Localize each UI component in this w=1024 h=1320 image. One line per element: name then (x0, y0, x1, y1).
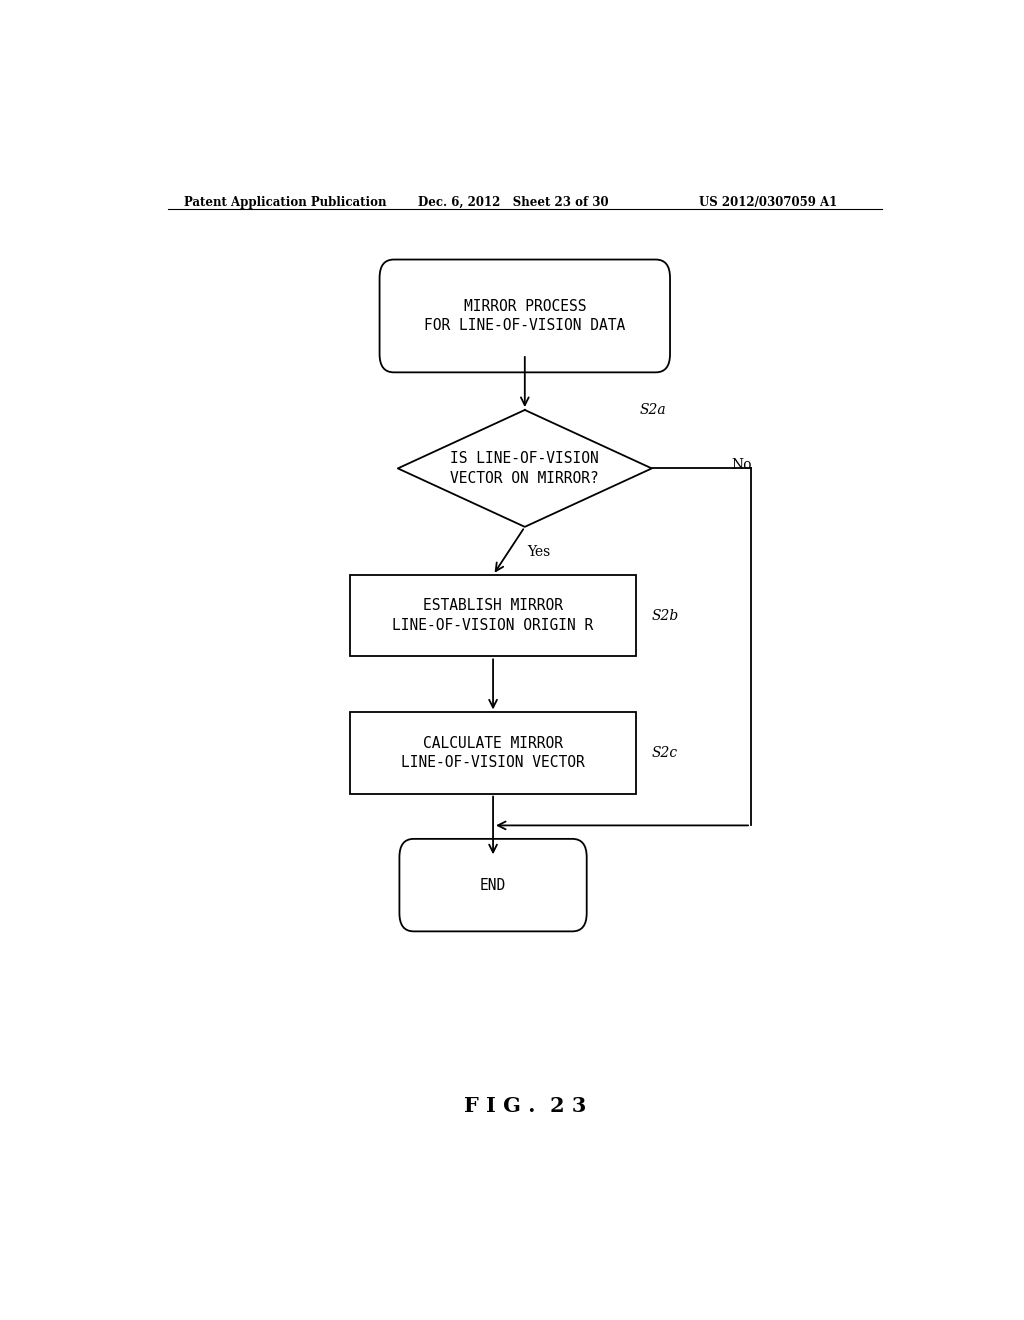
Text: S2a: S2a (640, 404, 667, 417)
Text: Yes: Yes (527, 545, 551, 558)
Text: S2c: S2c (652, 746, 678, 760)
FancyBboxPatch shape (350, 713, 636, 793)
Text: Dec. 6, 2012   Sheet 23 of 30: Dec. 6, 2012 Sheet 23 of 30 (418, 195, 608, 209)
Text: No: No (731, 458, 752, 473)
Text: Patent Application Publication: Patent Application Publication (183, 195, 386, 209)
Text: END: END (480, 878, 506, 892)
Text: US 2012/0307059 A1: US 2012/0307059 A1 (699, 195, 838, 209)
Text: MIRROR PROCESS
FOR LINE-OF-VISION DATA: MIRROR PROCESS FOR LINE-OF-VISION DATA (424, 298, 626, 334)
Text: F I G .  2 3: F I G . 2 3 (464, 1096, 586, 1115)
Text: CALCULATE MIRROR
LINE-OF-VISION VECTOR: CALCULATE MIRROR LINE-OF-VISION VECTOR (401, 735, 585, 771)
Text: S2b: S2b (652, 609, 679, 623)
FancyBboxPatch shape (380, 260, 670, 372)
Text: IS LINE-OF-VISION
VECTOR ON MIRROR?: IS LINE-OF-VISION VECTOR ON MIRROR? (451, 451, 599, 486)
FancyBboxPatch shape (350, 576, 636, 656)
Text: ESTABLISH MIRROR
LINE-OF-VISION ORIGIN R: ESTABLISH MIRROR LINE-OF-VISION ORIGIN R (392, 598, 594, 634)
Polygon shape (397, 411, 652, 527)
FancyBboxPatch shape (399, 840, 587, 932)
